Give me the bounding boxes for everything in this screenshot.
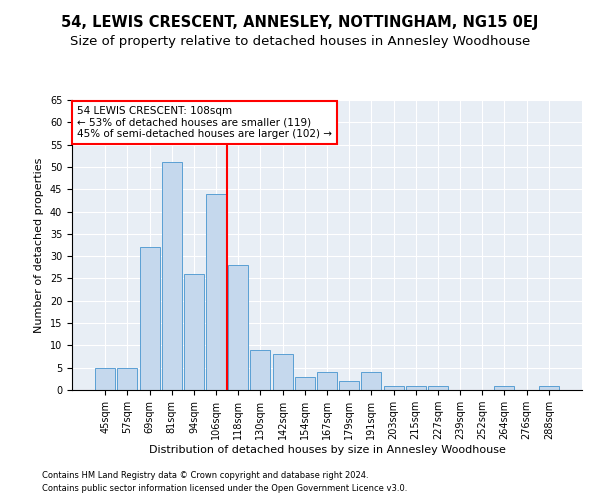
Bar bbox=[206, 194, 226, 390]
Bar bbox=[383, 386, 404, 390]
Text: Size of property relative to detached houses in Annesley Woodhouse: Size of property relative to detached ho… bbox=[70, 35, 530, 48]
Bar bbox=[118, 368, 137, 390]
Bar bbox=[228, 265, 248, 390]
Text: Contains public sector information licensed under the Open Government Licence v3: Contains public sector information licen… bbox=[42, 484, 407, 493]
Bar bbox=[95, 368, 115, 390]
Text: 54, LEWIS CRESCENT, ANNESLEY, NOTTINGHAM, NG15 0EJ: 54, LEWIS CRESCENT, ANNESLEY, NOTTINGHAM… bbox=[61, 15, 539, 30]
Bar bbox=[272, 354, 293, 390]
Bar bbox=[317, 372, 337, 390]
Bar bbox=[406, 386, 426, 390]
Text: Contains HM Land Registry data © Crown copyright and database right 2024.: Contains HM Land Registry data © Crown c… bbox=[42, 470, 368, 480]
Bar bbox=[250, 350, 271, 390]
Text: 54 LEWIS CRESCENT: 108sqm
← 53% of detached houses are smaller (119)
45% of semi: 54 LEWIS CRESCENT: 108sqm ← 53% of detac… bbox=[77, 106, 332, 139]
Bar bbox=[539, 386, 559, 390]
Bar bbox=[184, 274, 204, 390]
Bar bbox=[140, 247, 160, 390]
Bar bbox=[494, 386, 514, 390]
Bar bbox=[339, 381, 359, 390]
Bar bbox=[361, 372, 382, 390]
Bar bbox=[162, 162, 182, 390]
Y-axis label: Number of detached properties: Number of detached properties bbox=[34, 158, 44, 332]
Bar bbox=[428, 386, 448, 390]
X-axis label: Distribution of detached houses by size in Annesley Woodhouse: Distribution of detached houses by size … bbox=[149, 445, 505, 455]
Bar bbox=[295, 376, 315, 390]
